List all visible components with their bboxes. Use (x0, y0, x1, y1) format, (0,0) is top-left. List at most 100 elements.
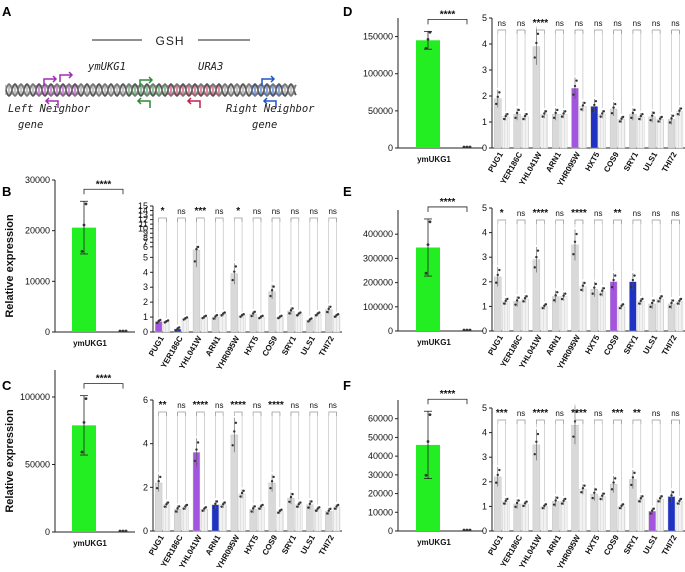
primer-arrow (43, 75, 58, 86)
data-point (310, 500, 313, 503)
data-point (468, 145, 472, 149)
bar-arn1-control (559, 296, 568, 332)
data-point (658, 297, 662, 300)
bar-pug1-control (502, 501, 510, 532)
significance-bracket (593, 219, 603, 224)
data-point (601, 112, 604, 115)
y-axis-title: Relative expression (4, 409, 16, 513)
dna-strand (5, 82, 297, 98)
data-point (307, 506, 310, 509)
data-point (562, 294, 565, 297)
bar-hxt5-control (257, 316, 265, 333)
data-point (494, 481, 498, 484)
data-point (214, 315, 217, 318)
data-point (660, 495, 663, 498)
significance-label: ns (671, 409, 679, 418)
data-point (277, 511, 280, 514)
bar-cos9-control (276, 316, 284, 333)
x-category-label: ARN1 (204, 334, 223, 358)
significance-bracket (83, 383, 124, 389)
y-tick-label: 20000 (368, 489, 393, 499)
data-point (201, 509, 204, 512)
y-tick-label: 0 (143, 327, 148, 337)
data-point (536, 32, 540, 36)
significance-label: ** (614, 208, 622, 219)
significance-label: ns (253, 401, 261, 410)
data-point (182, 318, 185, 321)
data-point (502, 302, 506, 305)
significance-bracket (555, 219, 564, 224)
significance-label: **** (440, 389, 456, 400)
primer-arrow (136, 97, 151, 108)
bar-arn1-control (219, 313, 227, 333)
y-tick-label: 1 (482, 301, 487, 311)
significance-bracket (196, 217, 205, 222)
data-point (638, 302, 641, 305)
panel-a-diagram: A GSH ymUKG1 URA3 Left Neighbor gene Rig… (2, 4, 315, 131)
significance-bracket (555, 29, 564, 34)
data-point (428, 413, 432, 416)
significance-label: ns (652, 19, 660, 28)
significance-bracket (328, 411, 337, 416)
data-point (314, 509, 318, 512)
data-point (630, 483, 633, 487)
significance-bracket (427, 18, 468, 25)
y-tick-label: 300000 (363, 253, 393, 263)
significance-label: **** (440, 9, 456, 20)
significance-bracket (252, 411, 262, 416)
significance-bracket (233, 411, 243, 416)
y-tick-label: 30000 (25, 175, 50, 185)
y-tick-label: 13 (138, 210, 148, 220)
data-point (299, 311, 302, 314)
data-point (251, 312, 255, 315)
data-point (650, 301, 654, 305)
x-category-label: ARN1 (544, 150, 563, 174)
data-point (212, 506, 215, 509)
data-point (318, 311, 321, 314)
significance-label: **** (96, 179, 112, 190)
data-point (269, 486, 272, 490)
data-point (639, 299, 643, 302)
panel-label-f: F (343, 378, 351, 393)
data-point (612, 106, 615, 109)
panel-f: F 0 10000 20000 30000 40000 50000 60000 **** ymUK… (343, 378, 685, 571)
significance-bracket (574, 219, 584, 224)
data-point (468, 528, 472, 532)
data-point (560, 115, 564, 118)
data-point (535, 440, 538, 444)
data-point (562, 112, 565, 115)
bar-sry1-control (295, 313, 303, 333)
data-point (280, 508, 283, 511)
data-point (552, 503, 556, 506)
data-point (514, 116, 517, 120)
panel-label-c: C (2, 378, 12, 393)
data-point (80, 249, 84, 253)
data-point (541, 115, 544, 118)
data-point (240, 491, 244, 495)
significance-bracket (427, 206, 468, 212)
bar-yhr095w-control (238, 315, 246, 333)
bar-ymukg1-induced (416, 40, 440, 148)
data-point (428, 30, 432, 34)
significance-label: ns (177, 207, 185, 216)
y-tick-label: 0 (482, 326, 487, 336)
data-point (426, 440, 430, 443)
y-tick-label: 3 (482, 452, 487, 462)
data-point (544, 303, 548, 306)
data-point (223, 311, 226, 314)
data-point (333, 315, 337, 318)
data-point (118, 529, 122, 533)
y-tick-label: 0 (143, 526, 148, 536)
significance-label: ns (215, 401, 223, 410)
data-point (679, 297, 683, 301)
data-point (258, 316, 261, 320)
data-point (613, 102, 617, 106)
data-point (679, 107, 683, 110)
data-point (462, 528, 466, 532)
data-point (204, 506, 208, 509)
bar-thi72-control (675, 111, 684, 149)
data-point (506, 297, 509, 301)
data-point (601, 289, 604, 292)
x-category-label: SRY1 (622, 533, 640, 556)
significance-label: ns (517, 19, 525, 28)
